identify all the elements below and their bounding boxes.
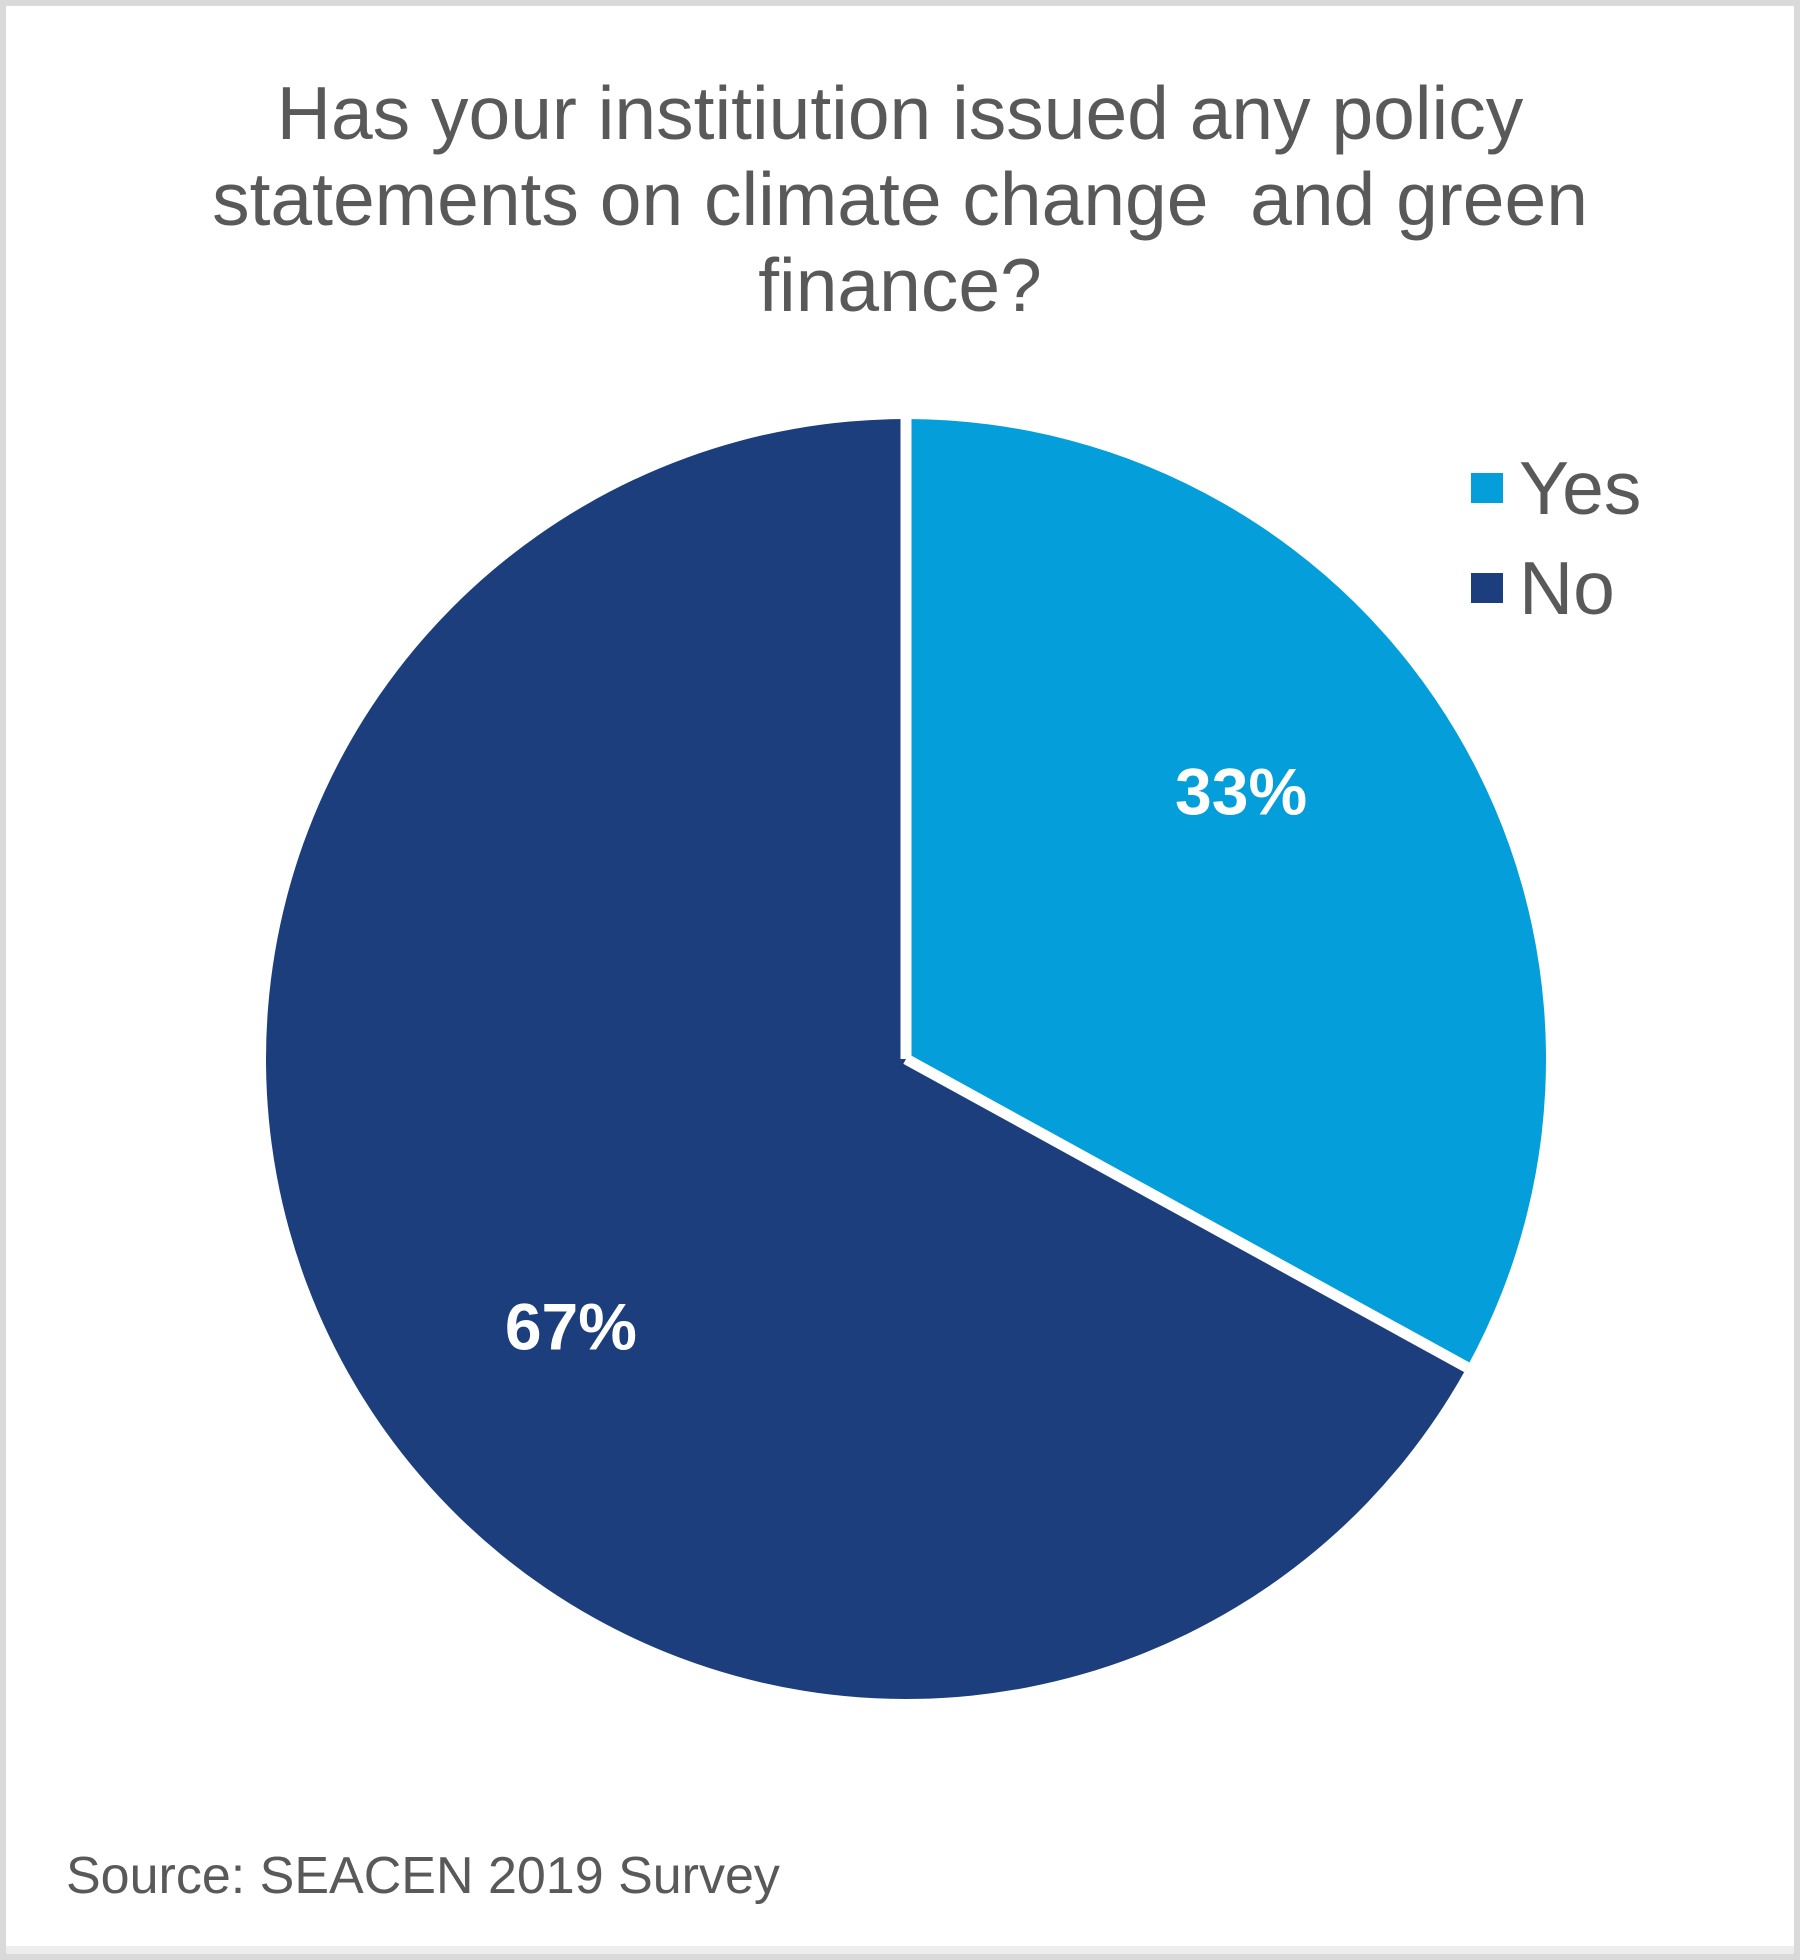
pie-chart: 33% 67%	[266, 419, 1547, 1699]
source-note: Source: SEACEN 2019 Survey	[66, 1847, 780, 1905]
slice-separator	[903, 1054, 1470, 1373]
pie-slice-no	[266, 419, 1467, 1699]
chart-title-line-3: finance?	[758, 243, 1042, 327]
data-label-yes: 33%	[1175, 754, 1307, 828]
pie-slice-yes	[906, 419, 1547, 1368]
chart-legend: Yes No	[1471, 438, 1641, 638]
chart-title-line-1: Has your institiution issued any policy	[276, 71, 1524, 155]
legend-marker-yes	[1471, 473, 1503, 503]
data-label-no: 67%	[505, 1290, 637, 1364]
legend-item-no: No	[1471, 538, 1641, 638]
legend-item-yes: Yes	[1471, 438, 1641, 538]
chart-title: Has your institiution issued any policy s…	[6, 70, 1794, 328]
legend-label-yes: Yes	[1519, 446, 1642, 530]
legend-marker-no	[1471, 573, 1503, 603]
chart-title-line-2: statements on climate change and green	[212, 157, 1588, 241]
legend-label-no: No	[1519, 546, 1615, 630]
